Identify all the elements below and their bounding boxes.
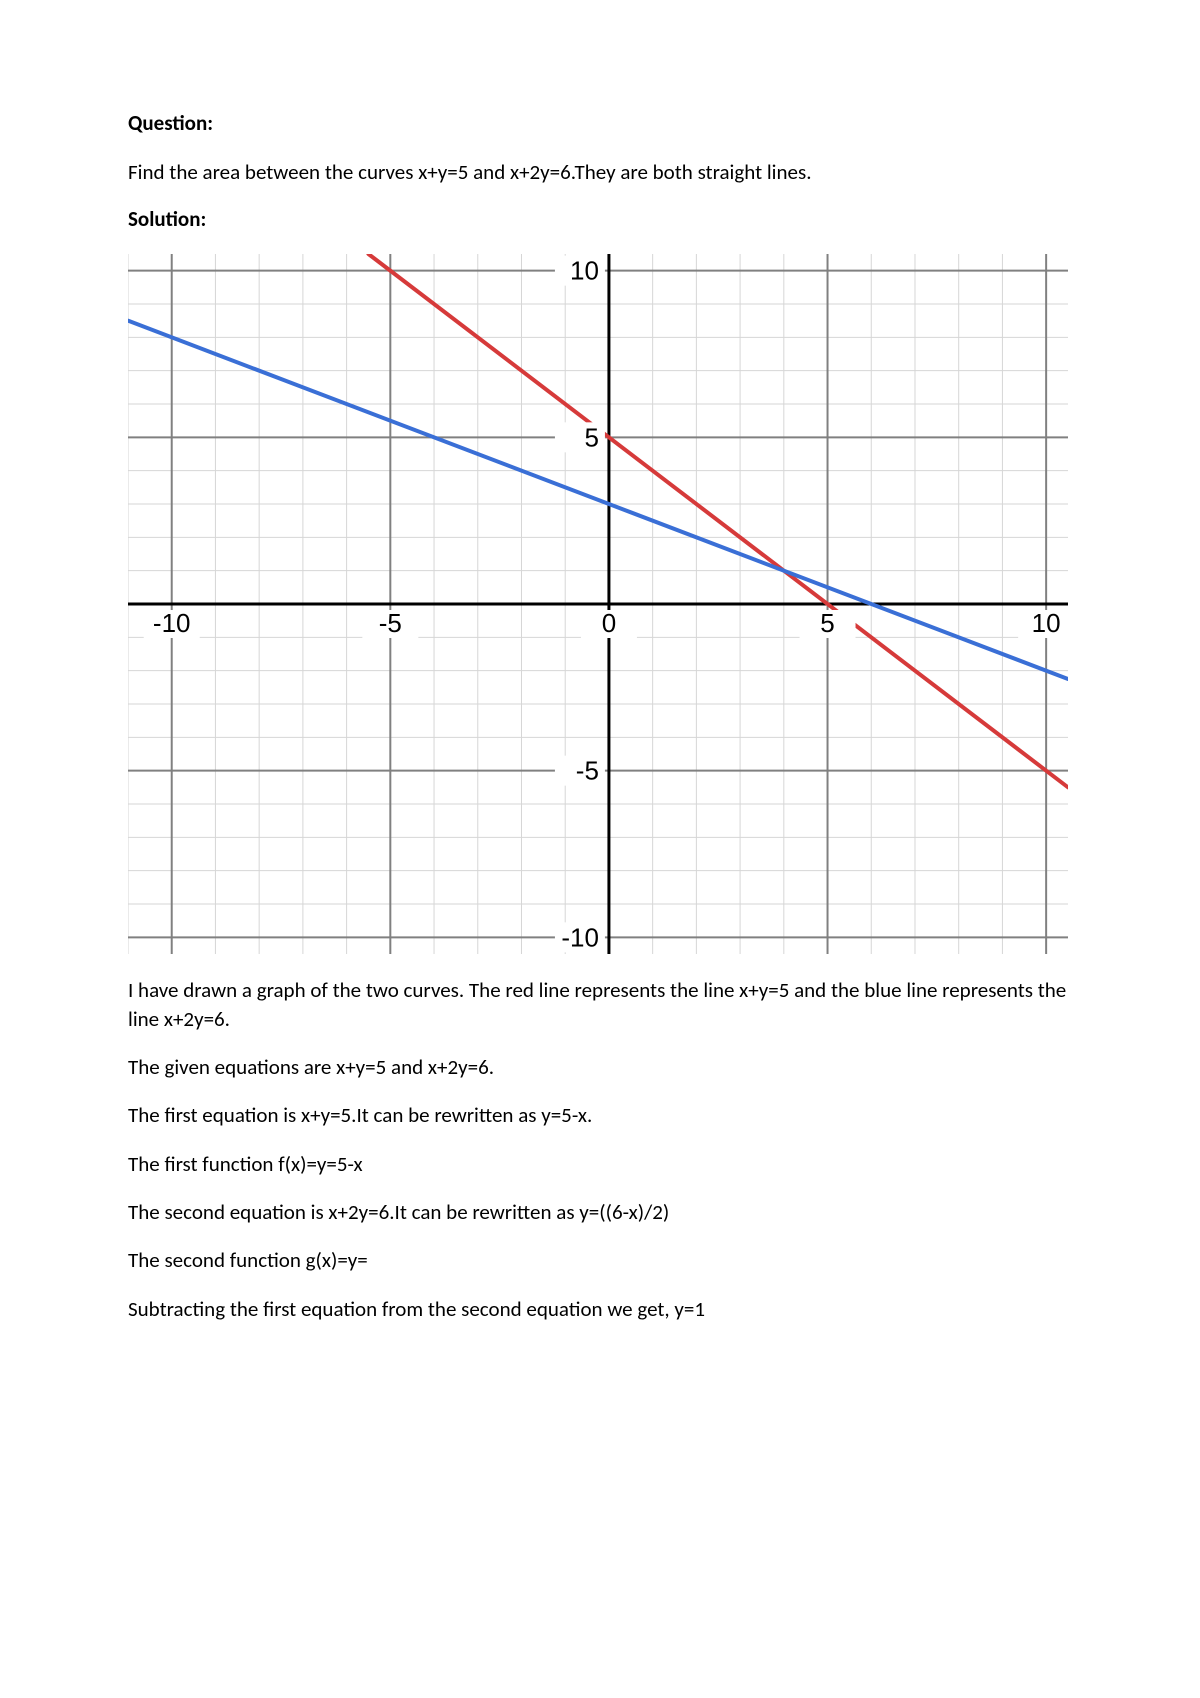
solution-para-6: The second function g(x)=y= <box>128 1246 1070 1274</box>
y-tick-label: -5 <box>576 756 599 786</box>
x-tick-label: 10 <box>1032 608 1061 638</box>
solution-para-3: The first equation is x+y=5.It can be re… <box>128 1101 1070 1129</box>
solution-para-5: The second equation is x+2y=6.It can be … <box>128 1198 1070 1226</box>
question-heading: Question: <box>128 110 1070 136</box>
y-tick-label: -10 <box>561 923 599 953</box>
solution-para-2: The given equations are x+y=5 and x+2y=6… <box>128 1053 1070 1081</box>
x-tick-label: 0 <box>602 608 616 638</box>
solution-para-7: Subtracting the first equation from the … <box>128 1295 1070 1323</box>
y-tick-label: 5 <box>584 423 598 453</box>
solution-para-1: I have drawn a graph of the two curves. … <box>128 976 1070 1033</box>
question-text: Find the area between the curves x+y=5 a… <box>128 158 1070 186</box>
solution-para-4: The first function f(x)=y=5-x <box>128 1150 1070 1178</box>
y-tick-label: 10 <box>570 256 599 286</box>
line-chart: -10 -5 0 5 10 10 5 -5 -10 <box>128 254 1068 954</box>
chart-container: -10 -5 0 5 10 10 5 -5 -10 <box>128 254 1070 954</box>
x-tick-label: 5 <box>820 608 834 638</box>
solution-heading: Solution: <box>128 206 1070 232</box>
x-tick-label: -5 <box>379 608 402 638</box>
x-tick-label: -10 <box>153 608 191 638</box>
